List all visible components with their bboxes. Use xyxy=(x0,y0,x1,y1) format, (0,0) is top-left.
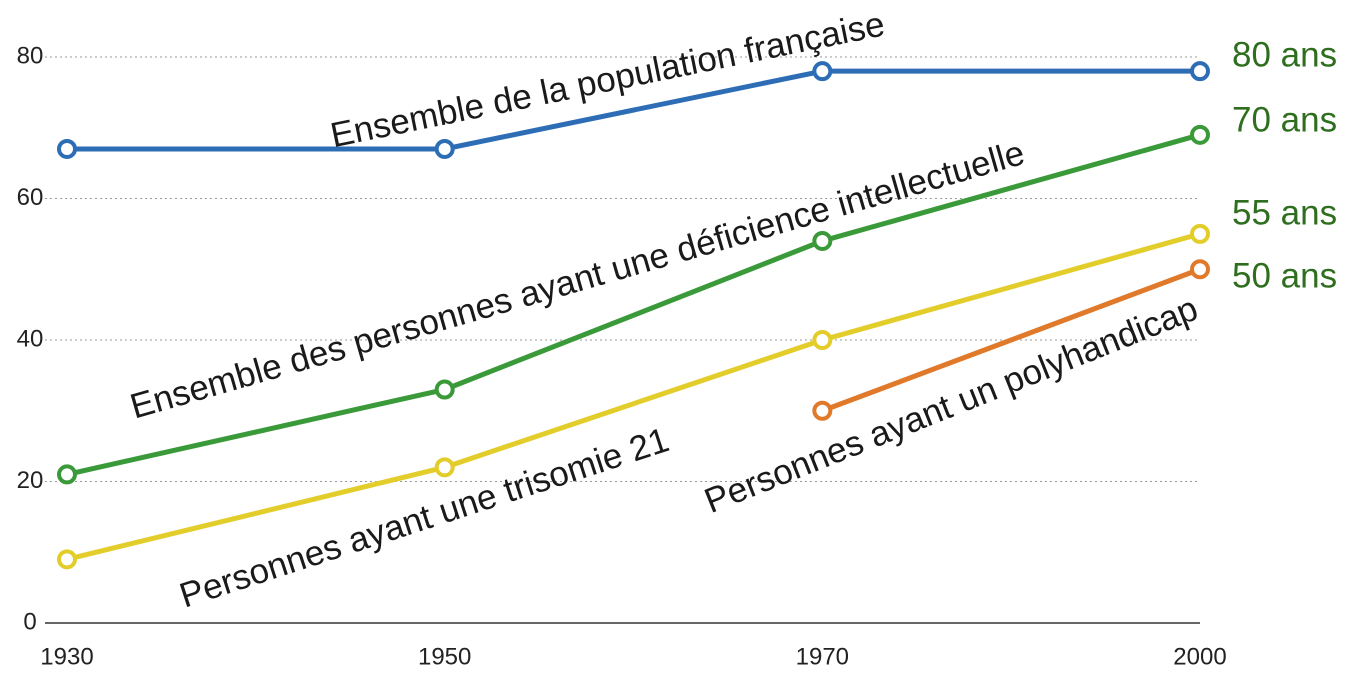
series-label: Ensemble de la population française xyxy=(327,4,888,155)
y-tick-label: 40 xyxy=(17,325,44,352)
series-line xyxy=(821,266,1201,414)
series-label: Personnes ayant un polyhandicap xyxy=(699,289,1203,521)
point-marker xyxy=(812,330,833,350)
y-tick-label: 80 xyxy=(17,42,44,69)
y-tick-label: 20 xyxy=(17,467,44,494)
y-tick-label: 60 xyxy=(17,184,44,211)
end-label: 55 ans xyxy=(1232,193,1337,232)
point-marker xyxy=(1190,259,1210,280)
end-label: 80 ans xyxy=(1232,35,1337,74)
point-marker xyxy=(434,457,455,478)
point-marker xyxy=(57,549,77,570)
point-marker xyxy=(812,400,833,421)
point-marker xyxy=(434,138,455,159)
point-marker xyxy=(812,230,833,251)
series-label: Personnes ayant une trisomie 21 xyxy=(175,420,674,615)
point-marker xyxy=(812,61,833,82)
point-marker xyxy=(1190,223,1210,244)
series-line xyxy=(67,68,1200,152)
y-tick-label: 0 xyxy=(23,608,36,635)
series-line xyxy=(66,231,1201,562)
point-marker xyxy=(434,379,455,400)
point-marker xyxy=(1190,61,1210,82)
point-marker xyxy=(57,464,77,485)
end-label: 70 ans xyxy=(1232,100,1337,139)
x-tick-label: 1950 xyxy=(418,643,471,670)
point-marker xyxy=(1190,124,1210,145)
series-line xyxy=(66,132,1201,477)
x-tick-label: 1930 xyxy=(40,643,93,670)
end-label: 50 ans xyxy=(1232,256,1337,295)
x-tick-label: 1970 xyxy=(796,643,849,670)
x-tick-label: 2000 xyxy=(1173,643,1226,670)
point-marker xyxy=(57,138,77,159)
